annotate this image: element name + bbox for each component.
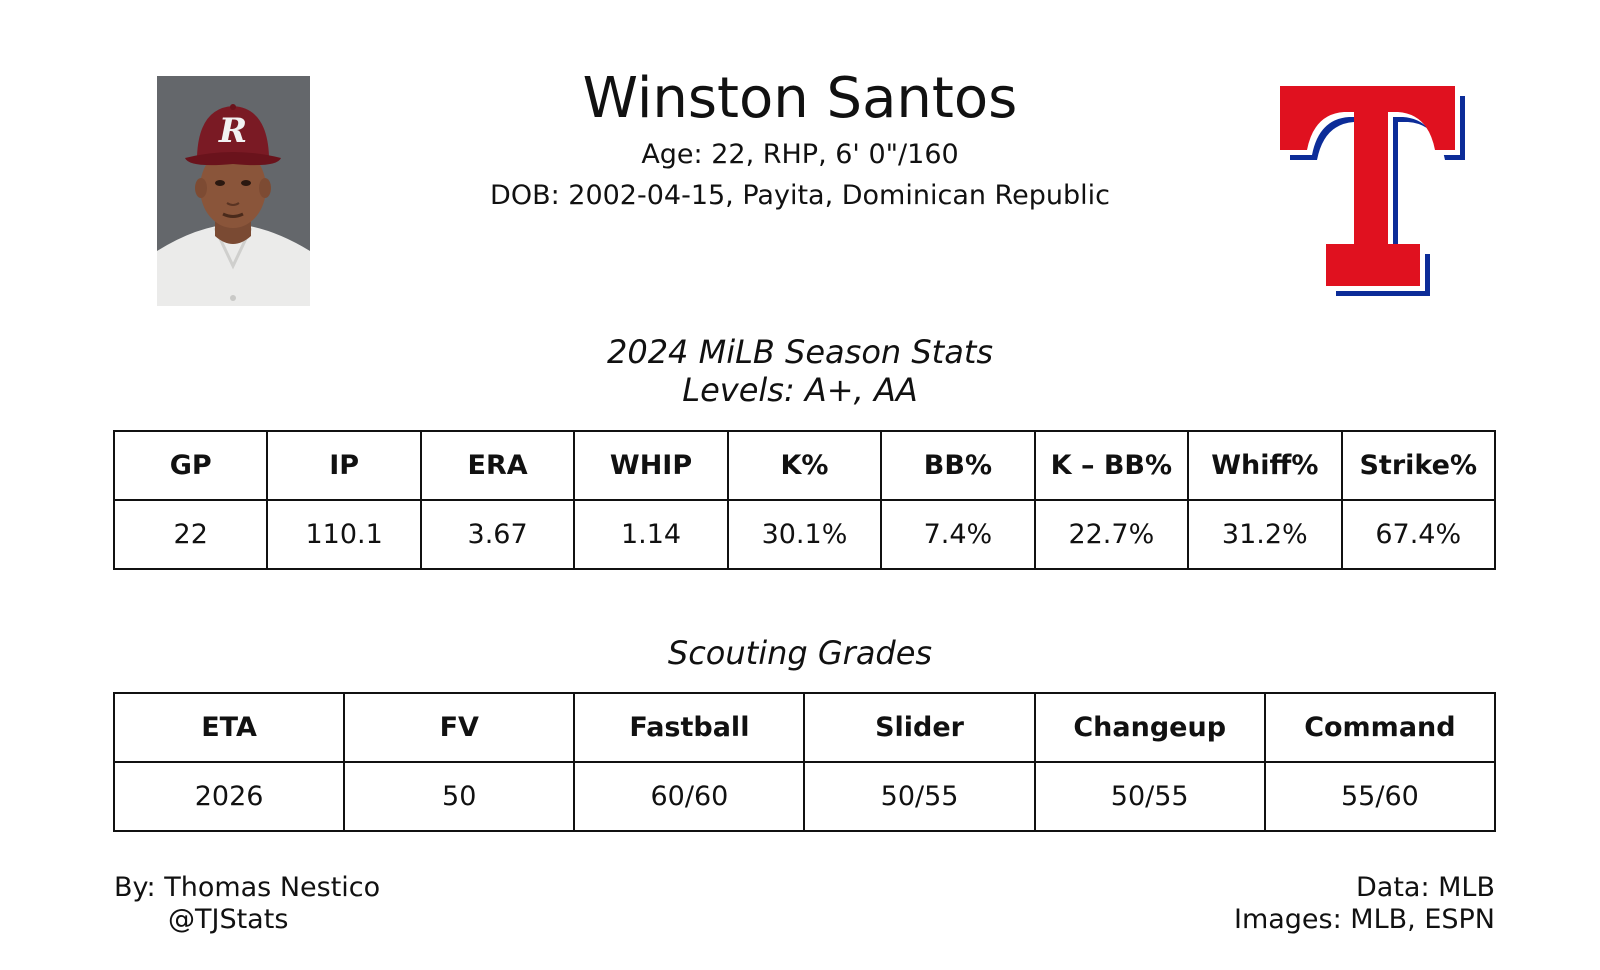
image-source: Images: MLB, ESPN [1233, 904, 1495, 935]
grade-value-fastball: 60/60 [573, 761, 806, 832]
grade-value-fv: 50 [343, 761, 576, 832]
stat-header-era: ERA [419, 430, 576, 501]
player-headshot: R [157, 76, 310, 306]
rangers-t-logo-icon [1280, 86, 1465, 296]
grade-value-slider: 50/55 [803, 761, 1036, 832]
stat-value-strike-pct: 67.4% [1340, 499, 1496, 570]
stat-value-ip: 110.1 [266, 499, 422, 570]
table-row: 2026 50 60/60 50/55 50/55 55/60 [112, 761, 1497, 832]
scouting-grades-table: ETA FV Fastball Slider Changeup Command … [112, 692, 1497, 832]
stat-value-whip: 1.14 [573, 499, 729, 570]
player-headshot-photo-icon: R [157, 76, 310, 306]
grade-header-changeup: Changeup [1033, 692, 1266, 763]
author-handle: @TJStats [168, 904, 289, 935]
stat-value-era: 3.67 [419, 499, 576, 570]
season-stats-table: GP IP ERA WHIP K% BB% K – BB% Whiff% Str… [112, 430, 1496, 570]
stat-value-whiff-pct: 31.2% [1187, 499, 1343, 570]
grade-value-eta: 2026 [112, 761, 346, 832]
stat-header-whiff-pct: Whiff% [1187, 430, 1343, 501]
data-source: Data: MLB [1355, 872, 1495, 903]
season-stats-title: 2024 MiLB Season Stats [606, 333, 994, 371]
table-header-row: GP IP ERA WHIP K% BB% K – BB% Whiff% Str… [112, 430, 1496, 501]
grade-header-eta: ETA [112, 692, 346, 763]
stat-value-k-bb-pct: 22.7% [1033, 499, 1190, 570]
table-header-row: ETA FV Fastball Slider Changeup Command [112, 692, 1497, 763]
scouting-grades-title: Scouting Grades [667, 634, 933, 672]
player-name: Winston Santos [582, 66, 1018, 131]
grade-value-changeup: 50/55 [1033, 761, 1266, 832]
stat-header-strike-pct: Strike% [1340, 430, 1496, 501]
stat-value-bb-pct: 7.4% [880, 499, 1036, 570]
grade-header-fv: FV [343, 692, 576, 763]
stat-header-k-pct: K% [726, 430, 883, 501]
team-logo [1280, 82, 1470, 300]
author-name: By: Thomas Nestico [114, 872, 381, 903]
stat-value-gp: 22 [112, 499, 269, 570]
grade-header-fastball: Fastball [573, 692, 806, 763]
stat-value-k-pct: 30.1% [726, 499, 883, 570]
player-bio: Age: 22, RHP, 6' 0"/160 [641, 139, 959, 170]
stat-header-ip: IP [266, 430, 422, 501]
stat-header-bb-pct: BB% [880, 430, 1036, 501]
stat-header-whip: WHIP [573, 430, 729, 501]
player-header: Winston Santos Age: 22, RHP, 6' 0"/160 D… [400, 64, 1200, 216]
stat-header-gp: GP [112, 430, 269, 501]
cap-letter: R [218, 111, 247, 151]
grade-header-slider: Slider [803, 692, 1036, 763]
author-credit: By: Thomas Nestico @TJStats [114, 872, 380, 936]
table-row: 22 110.1 3.67 1.14 30.1% 7.4% 22.7% 31.2… [112, 499, 1496, 570]
stat-header-k-bb-pct: K – BB% [1033, 430, 1190, 501]
grade-value-command: 55/60 [1263, 761, 1497, 832]
source-credit: Data: MLB Images: MLB, ESPN [1234, 872, 1495, 936]
grade-header-command: Command [1263, 692, 1497, 763]
season-stats-heading: 2024 MiLB Season Stats Levels: A+, AA [400, 333, 1200, 409]
player-dob: DOB: 2002-04-15, Payita, Dominican Repub… [490, 180, 1110, 211]
season-stats-subtitle: Levels: A+, AA [682, 371, 918, 409]
